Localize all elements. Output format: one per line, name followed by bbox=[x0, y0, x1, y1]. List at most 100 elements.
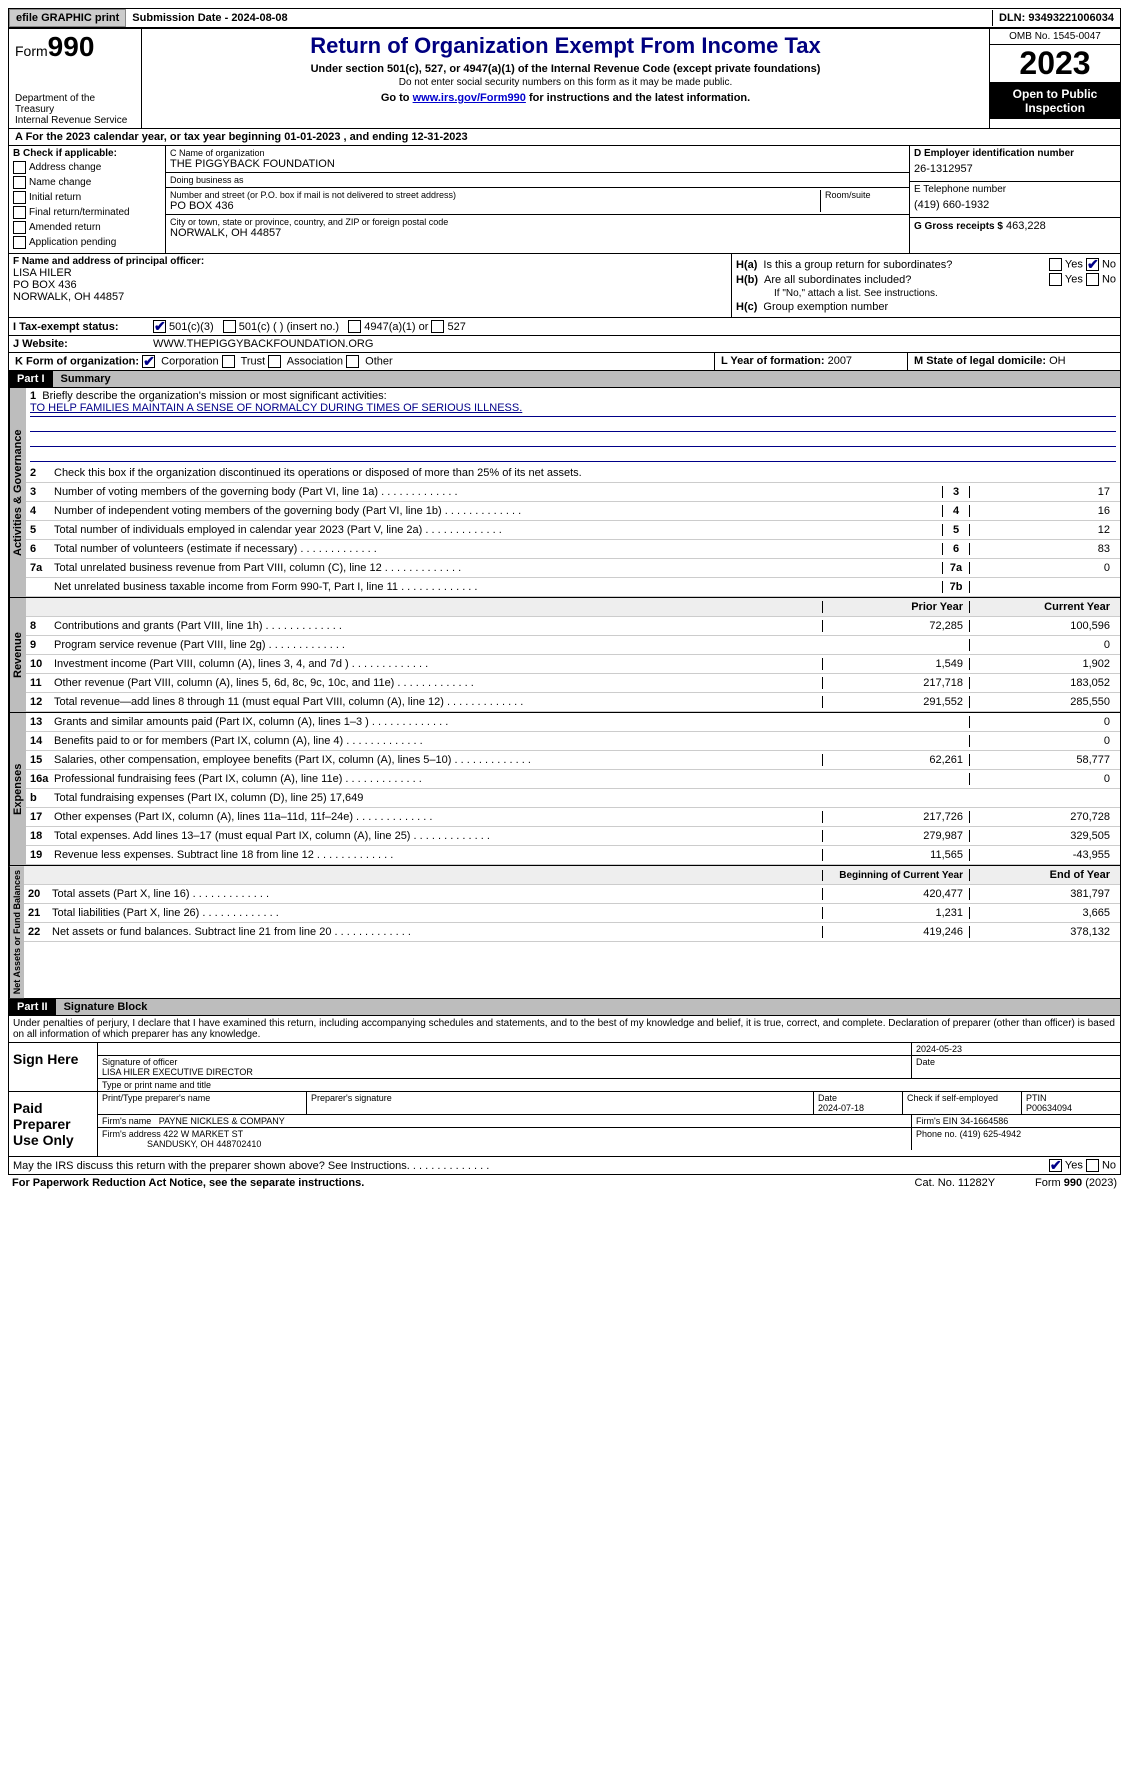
gross-receipts: 463,228 bbox=[1006, 220, 1046, 232]
part2-code: Part II bbox=[9, 999, 56, 1015]
footer-form-pre: Form bbox=[1035, 1177, 1064, 1189]
hdr-end: End of Year bbox=[969, 869, 1116, 881]
gov-line: 6Total number of volunteers (estimate if… bbox=[26, 540, 1120, 559]
col-b-checkboxes: B Check if applicable: Address change Na… bbox=[9, 146, 166, 253]
chk-final[interactable] bbox=[13, 206, 26, 219]
form-header: Form990 Department of the Treasury Inter… bbox=[8, 28, 1121, 129]
lbl-name: Name change bbox=[29, 177, 91, 188]
phone-value: (419) 660-1932 bbox=[914, 195, 1116, 215]
officer-name: LISA HILER bbox=[13, 267, 727, 279]
chk-4947[interactable] bbox=[348, 320, 361, 333]
chk-name[interactable] bbox=[13, 176, 26, 189]
exp-line: bTotal fundraising expenses (Part IX, co… bbox=[26, 789, 1120, 808]
footer-left: For Paperwork Reduction Act Notice, see … bbox=[12, 1177, 364, 1189]
l-value: 2007 bbox=[828, 355, 852, 367]
tax-year: 2023 bbox=[990, 45, 1120, 83]
street-value: PO BOX 436 bbox=[170, 200, 820, 212]
sign-here-label: Sign Here bbox=[9, 1043, 98, 1091]
hdr-prior: Prior Year bbox=[822, 601, 969, 613]
l-label: L Year of formation: bbox=[721, 355, 825, 367]
g-label: G Gross receipts $ bbox=[914, 221, 1003, 232]
footer-catno: Cat. No. 11282Y bbox=[915, 1177, 996, 1189]
mission-text: TO HELP FAMILIES MAINTAIN A SENSE OF NOR… bbox=[30, 402, 1116, 417]
chk-pending[interactable] bbox=[13, 236, 26, 249]
chk-527[interactable] bbox=[431, 320, 444, 333]
discuss-yes-chk[interactable] bbox=[1049, 1159, 1062, 1172]
prep-name-lab: Print/Type preparer's name bbox=[98, 1092, 307, 1114]
sign-here-block: Sign Here 2024-05-23 Signature of office… bbox=[8, 1043, 1121, 1092]
part2-title: Signature Block bbox=[56, 999, 1120, 1015]
form-990-big: 990 bbox=[48, 31, 95, 62]
row-klm: K Form of organization: Corporation Trus… bbox=[8, 353, 1121, 371]
part1-title: Summary bbox=[53, 371, 1120, 387]
lbl-4947: 4947(a)(1) or bbox=[364, 321, 428, 333]
firm-addr2: SANDUSKY, OH 448702410 bbox=[147, 1139, 261, 1149]
chk-other[interactable] bbox=[346, 355, 359, 368]
chk-amended[interactable] bbox=[13, 221, 26, 234]
discuss-no-chk[interactable] bbox=[1086, 1159, 1099, 1172]
vtab-revenue: Revenue bbox=[9, 598, 26, 712]
website-value: WWW.THEPIGGYBACKFOUNDATION.ORG bbox=[153, 338, 373, 350]
k-form-org: K Form of organization: Corporation Trus… bbox=[9, 353, 715, 370]
chk-501c3[interactable] bbox=[153, 320, 166, 333]
section-governance: Activities & Governance 1 Briefly descri… bbox=[8, 388, 1121, 598]
part1-code: Part I bbox=[9, 371, 53, 387]
firm-name-lab: Firm's name bbox=[102, 1116, 151, 1126]
hc-text: Group exemption number bbox=[763, 301, 888, 313]
hb-no-chk[interactable] bbox=[1086, 273, 1099, 286]
officer-name-title: LISA HILER EXECUTIVE DIRECTOR bbox=[102, 1067, 253, 1077]
row-a-taxyear: A For the 2023 calendar year, or tax yea… bbox=[8, 129, 1121, 146]
part1-header: Part I Summary bbox=[8, 371, 1121, 388]
i-label: I Tax-exempt status: bbox=[13, 321, 143, 333]
form-label: Form bbox=[15, 43, 48, 59]
gov-l2: Check this box if the organization disco… bbox=[54, 467, 1116, 479]
hb-yes: Yes bbox=[1065, 273, 1083, 285]
hb-note: If "No," attach a list. See instructions… bbox=[774, 288, 1116, 299]
efile-print-btn[interactable]: efile GRAPHIC print bbox=[9, 9, 126, 27]
chk-trust[interactable] bbox=[222, 355, 235, 368]
vtab-governance: Activities & Governance bbox=[9, 388, 26, 597]
rev-line: 9Program service revenue (Part VIII, lin… bbox=[26, 636, 1120, 655]
m-value: OH bbox=[1049, 355, 1066, 367]
lbl-corp: Corporation bbox=[161, 355, 218, 367]
form-ssn-note: Do not enter social security numbers on … bbox=[146, 77, 985, 88]
lbl-initial: Initial return bbox=[29, 192, 81, 203]
mission-blank2 bbox=[30, 432, 1116, 447]
form-number: Form990 bbox=[15, 31, 135, 63]
ha-yes-chk[interactable] bbox=[1049, 258, 1062, 271]
chk-assoc[interactable] bbox=[268, 355, 281, 368]
gov-l1: Briefly describe the organization's miss… bbox=[42, 390, 386, 402]
org-name: THE PIGGYBACK FOUNDATION bbox=[170, 158, 905, 170]
discuss-row: May the IRS discuss this return with the… bbox=[8, 1157, 1121, 1175]
firm-ein: 34-1664586 bbox=[960, 1116, 1008, 1126]
gov-line: 3Number of voting members of the governi… bbox=[26, 483, 1120, 502]
chk-501c[interactable] bbox=[223, 320, 236, 333]
prep-date: 2024-07-18 bbox=[818, 1103, 864, 1113]
section-expenses: Expenses 13Grants and similar amounts pa… bbox=[8, 713, 1121, 866]
chk-corp[interactable] bbox=[142, 355, 155, 368]
chk-address[interactable] bbox=[13, 161, 26, 174]
omb-number: OMB No. 1545-0047 bbox=[990, 29, 1120, 45]
chk-initial[interactable] bbox=[13, 191, 26, 204]
discuss-no: No bbox=[1102, 1160, 1116, 1172]
ha-no-chk[interactable] bbox=[1086, 258, 1099, 271]
net-line: 20Total assets (Part X, line 16)420,4773… bbox=[24, 885, 1120, 904]
vtab-expenses: Expenses bbox=[9, 713, 26, 865]
net-line: 21Total liabilities (Part X, line 26)1,2… bbox=[24, 904, 1120, 923]
paid-preparer-label: Paid Preparer Use Only bbox=[9, 1092, 98, 1156]
exp-line: 13Grants and similar amounts paid (Part … bbox=[26, 713, 1120, 732]
footer-form-num: 990 bbox=[1064, 1177, 1082, 1189]
officer-addr1: PO BOX 436 bbox=[13, 279, 727, 291]
exp-line: 17Other expenses (Part IX, column (A), l… bbox=[26, 808, 1120, 827]
goto-pre: Go to bbox=[381, 92, 413, 104]
footer-form: Form 990 (2023) bbox=[1035, 1177, 1117, 1189]
hb-yes-chk[interactable] bbox=[1049, 273, 1062, 286]
gov-line: 4Number of independent voting members of… bbox=[26, 502, 1120, 521]
hdr-curr: Current Year bbox=[969, 601, 1116, 613]
irs-link[interactable]: www.irs.gov/Form990 bbox=[413, 92, 526, 104]
date-lab: Date bbox=[912, 1056, 1120, 1078]
check-self: Check if self-employed bbox=[903, 1092, 1022, 1114]
exp-line: 18Total expenses. Add lines 13–17 (must … bbox=[26, 827, 1120, 846]
lbl-pending: Application pending bbox=[29, 237, 116, 248]
c-name-lab: C Name of organization bbox=[170, 148, 905, 158]
